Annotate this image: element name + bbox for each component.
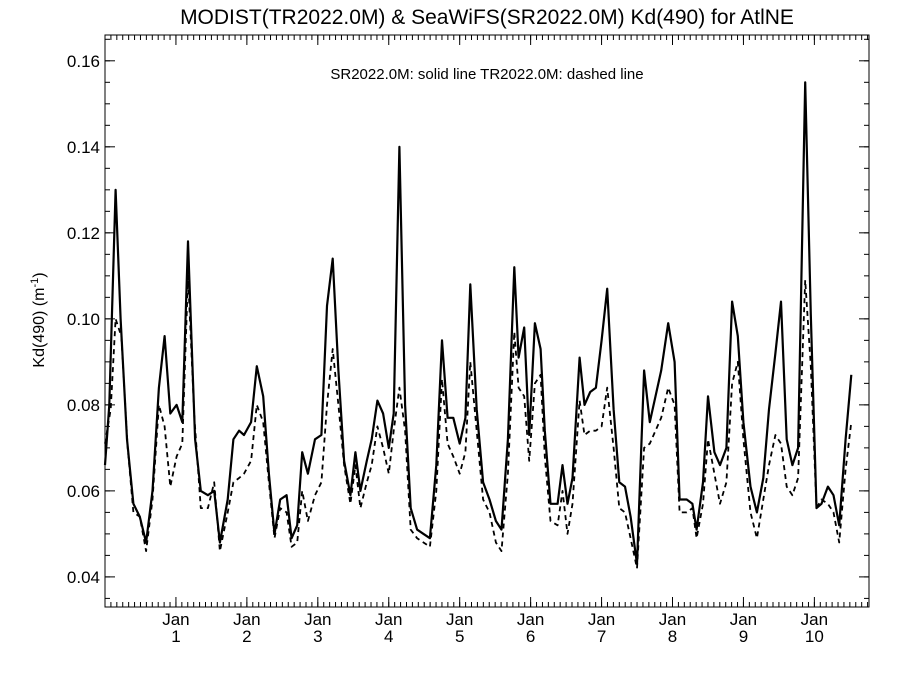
x-tick-label-year: 10 (805, 627, 824, 646)
x-tick-label-year: 2 (242, 627, 251, 646)
y-tick-label: 0.14 (67, 138, 100, 157)
x-tick-label-year: 7 (597, 627, 606, 646)
x-tick-label-month: Jan (446, 610, 473, 629)
x-tick-label-year: 9 (739, 627, 748, 646)
y-tick-label: 0.04 (67, 568, 100, 587)
y-tick-label: 0.08 (67, 396, 100, 415)
y-axis-label-main: Kd(490) (m (31, 288, 48, 368)
series-line-sr2022-0m (103, 81, 853, 566)
x-tick-label-month: Jan (730, 610, 757, 629)
x-tick-label-month: Jan (233, 610, 260, 629)
x-tick-label-year: 3 (313, 627, 322, 646)
x-tick-label-month: Jan (375, 610, 402, 629)
y-tick-label: 0.06 (67, 482, 100, 501)
x-tick-label-year: 6 (526, 627, 535, 646)
chart-title: MODIST(TR2022.0M) & SeaWiFS(SR2022.0M) K… (180, 6, 794, 29)
x-tick-label-year: 5 (455, 627, 464, 646)
y-tick-label: 0.12 (67, 224, 100, 243)
y-tick-label: 0.16 (67, 52, 100, 71)
x-tick-label-year: 1 (171, 627, 180, 646)
x-tick-label-year: 8 (668, 627, 677, 646)
y-tick-label: 0.10 (67, 310, 100, 329)
chart-legend-note: SR2022.0M: solid line TR2022.0M: dashed … (330, 66, 643, 83)
plot-frame (104, 34, 870, 608)
x-tick-label-month: Jan (659, 610, 686, 629)
y-axis-label-superscript: -1 (29, 278, 41, 288)
axis-ticks: 0.040.060.080.100.120.140.16Jan1Jan2Jan3… (67, 35, 869, 646)
x-tick-label-month: Jan (304, 610, 331, 629)
x-tick-label-month: Jan (588, 610, 615, 629)
x-tick-label-month: Jan (517, 610, 544, 629)
x-tick-label-month: Jan (162, 610, 189, 629)
x-tick-label-year: 4 (384, 627, 393, 646)
series-line-tr2022-0m (104, 274, 853, 570)
y-axis-label: Kd(490) (m-1) (29, 272, 48, 367)
y-axis-label-close: ) (31, 272, 48, 277)
x-tick-label-month: Jan (801, 610, 828, 629)
series-lines (103, 81, 853, 570)
